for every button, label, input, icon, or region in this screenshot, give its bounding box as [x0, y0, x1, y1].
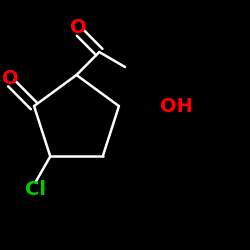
Text: OH: OH — [160, 97, 192, 116]
Text: O: O — [2, 68, 18, 87]
Text: Cl: Cl — [25, 180, 46, 200]
Text: O: O — [70, 18, 87, 37]
